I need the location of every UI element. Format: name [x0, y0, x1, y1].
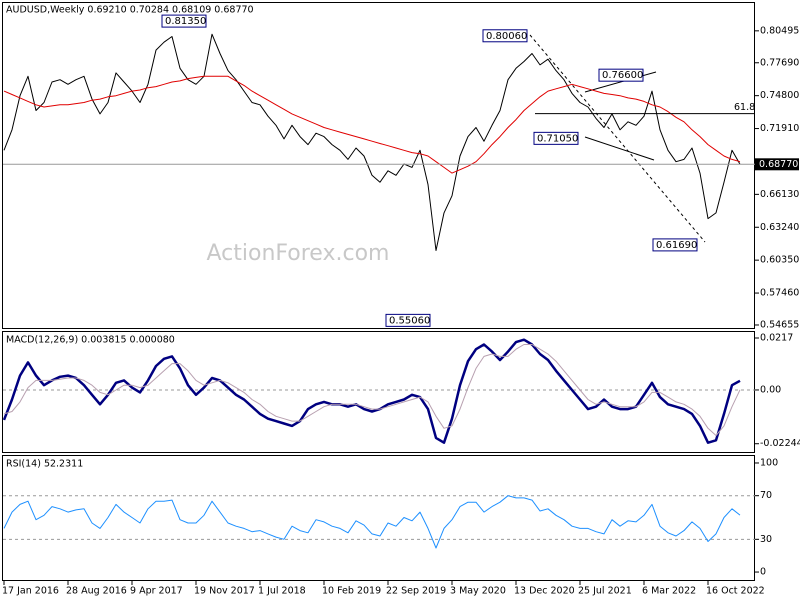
annotation-label: 0.80060 [486, 31, 527, 42]
x-tick-label: 6 Mar 2022 [642, 586, 696, 597]
y-tick-label: 70 [760, 490, 772, 501]
annotation-label: 0.76600 [602, 70, 643, 81]
x-tick-label: 17 Jan 2016 [2, 586, 59, 597]
macd-title: MACD(12,26,9) 0.003815 0.000080 [6, 335, 175, 346]
y-tick-label: 0.00 [760, 384, 781, 395]
y-tick-label: 0.0217 [760, 332, 793, 343]
annotation-box [482, 29, 528, 43]
y-tick-label: -0.022445 [760, 438, 800, 449]
x-tick-label: 3 May 2020 [450, 586, 506, 597]
y-tick-label: 100 [760, 457, 778, 468]
y-tick-label: 0.57460 [760, 288, 799, 299]
y-tick-label: 0.66130 [760, 189, 799, 200]
rsi-panel [2, 455, 755, 581]
series-line [3, 33, 741, 251]
series-line [3, 344, 741, 436]
x-tick-label: 13 Dec 2020 [514, 586, 575, 597]
annotation-box [161, 14, 207, 28]
x-tick-label: 1 Jul 2018 [258, 586, 306, 597]
x-tick-label: 16 Oct 2022 [706, 586, 765, 597]
price-panel [2, 2, 755, 329]
watermark: ActionForex.com [207, 241, 390, 266]
annotation-box [652, 238, 698, 252]
trendline [584, 136, 655, 161]
x-tick-label: 10 Feb 2019 [322, 586, 381, 597]
series-line [2, 338, 741, 444]
price-title: AUDUSD,Weekly 0.69210 0.70284 0.68109 0.… [6, 5, 254, 16]
y-tick-label: 0.63240 [760, 222, 799, 233]
annotation-box [385, 313, 431, 327]
y-tick-label: 0.77690 [760, 57, 799, 68]
y-tick-label: 0.71910 [760, 123, 799, 134]
fib-label: 61.8 [734, 102, 755, 113]
annotation-box [598, 68, 644, 82]
annotation-label: 0.81350 [165, 16, 206, 27]
y-tick-label: 0.54655 [760, 319, 799, 330]
annotation-label: 0.71050 [537, 133, 578, 144]
series-line [3, 495, 741, 549]
rsi-title: RSI(14) 52.2311 [6, 459, 83, 470]
y-tick-label: 0.80495 [760, 25, 799, 36]
series-line [3, 75, 741, 174]
annotation-label: 0.61690 [656, 240, 697, 251]
annotation-label: 0.55060 [389, 315, 430, 326]
x-tick-label: 28 Aug 2016 [66, 586, 127, 597]
x-tick-label: 19 Nov 2017 [194, 586, 255, 597]
y-tick-label: 0 [760, 567, 766, 578]
last-price-label: 0.68770 [759, 159, 798, 170]
x-tick-label: 9 Apr 2017 [130, 586, 183, 597]
macd-panel [2, 331, 755, 453]
trendline [584, 71, 657, 93]
y-tick-label: 30 [760, 534, 772, 545]
y-tick-label: 0.74800 [760, 90, 799, 101]
y-tick-label: 0.60350 [760, 255, 799, 266]
annotation-box [533, 131, 579, 145]
x-tick-label: 25 Jul 2021 [578, 586, 632, 597]
last-price-box [755, 158, 799, 171]
x-tick-label: 22 Sep 2019 [386, 586, 446, 597]
